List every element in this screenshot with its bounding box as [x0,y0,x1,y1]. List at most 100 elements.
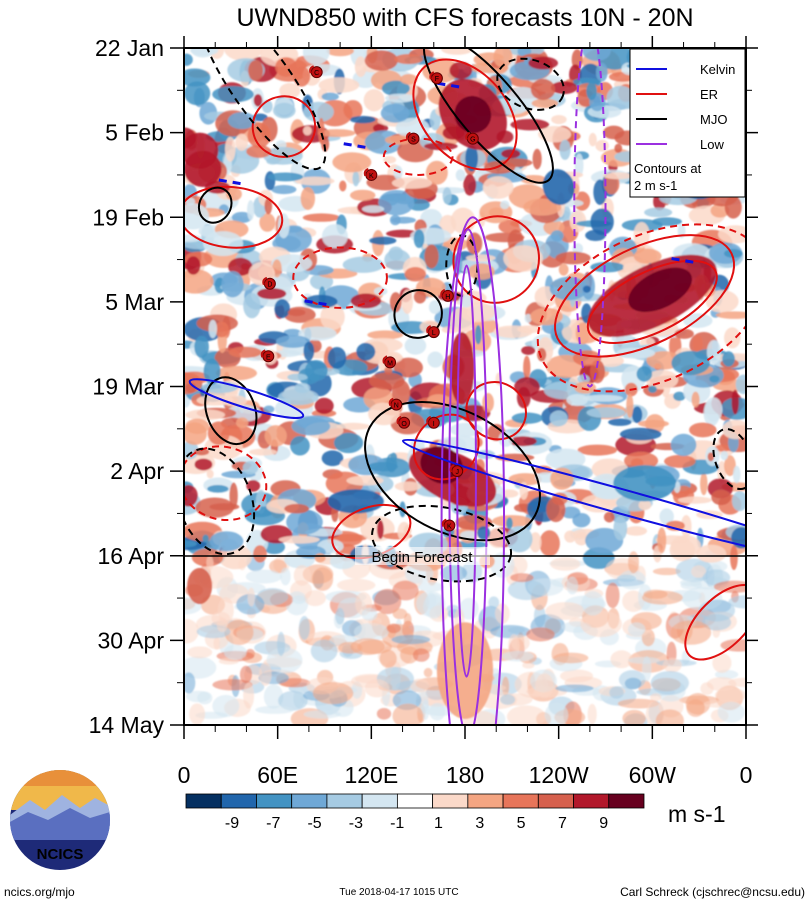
field-cell [636,366,653,382]
field-cell [526,627,555,642]
field-cell [501,676,510,696]
field-cell [649,693,662,702]
field-cell [388,246,404,261]
colorbar-swatch [502,793,539,809]
field-cell [235,417,249,429]
colorbar-swatch [220,793,257,809]
field-cell [616,347,656,359]
field-cell [706,677,737,692]
field-cell [349,189,376,201]
field-cell [564,530,577,543]
field-cell [555,684,594,693]
field-cell [287,308,306,317]
field-cell [704,397,723,422]
field-cell [239,665,253,684]
field-cell [264,197,273,215]
er-contour [586,259,718,344]
er-contour [251,95,317,158]
field-cell [184,366,210,374]
field-cell [303,710,341,719]
kelvin-contour [188,378,305,419]
field-cell [190,48,219,56]
field-cell [490,552,515,578]
er-contour [292,246,388,309]
field-cell [418,582,444,592]
field-cell [595,139,609,152]
field-cell [574,381,597,394]
field-cell [390,452,398,462]
field-cell [517,325,543,334]
field-cell [528,56,559,70]
x-tick-label: 180 [446,762,484,788]
y-tick-label: 5 Mar [105,289,164,315]
field-cell [465,254,496,262]
field-core [613,465,676,502]
x-axis: 0 60E 120E 180 120W 60W 0 [178,36,752,788]
field-cell [510,573,534,583]
field-cell [242,461,259,475]
field-cell [482,176,514,199]
field-cell [184,81,211,106]
x-tick-label: 60E [257,762,298,788]
field-cell [530,78,556,100]
legend-er-label: ER [700,87,718,102]
colorbar-swatch [256,793,293,809]
field-cell [320,303,345,331]
field-cell [253,545,267,563]
field-cell [384,135,413,145]
y-tick-label: 14 May [89,712,165,738]
field-cell [194,335,209,358]
field-cell [209,531,244,552]
field-cell [429,702,446,721]
field-cell [271,184,297,195]
field-cell [622,709,646,725]
storm-marker-letter: O [401,421,407,428]
colorbar-swatch [185,793,222,809]
field-cell [335,607,345,625]
field-cell [361,607,378,621]
field-cell [184,619,199,644]
colorbar-swatch [361,793,398,809]
field-cell [212,694,240,718]
field-cell [539,530,560,557]
field-cell [303,341,315,361]
field-cell [535,673,554,698]
field-cell [449,307,475,333]
field-cell [655,709,684,725]
storm-marker-letter: N [394,403,399,410]
low-contour [440,216,506,725]
field-cell [187,646,213,659]
storm-marker: C [309,65,323,79]
field-cell [275,57,298,77]
mjo-contour [184,447,256,556]
field-cell [603,511,615,523]
field-cell [449,61,473,80]
field-cell [298,615,310,640]
kelvin-dash [218,178,244,186]
field-cell [224,136,236,162]
field-cell [276,335,311,348]
field-cell [613,516,628,541]
field-cell [383,156,397,164]
mjo-contour [364,400,541,542]
field-cell [394,53,424,65]
field-cell [628,551,640,574]
field-cell [728,595,746,609]
field-cell [608,418,632,426]
field-cell [303,294,338,309]
field-cell [245,569,282,584]
field-cell [235,133,249,151]
field-cell [279,82,301,99]
field-cell [339,180,347,192]
field-cell [248,60,264,82]
field-cell [582,48,611,62]
field-cell [566,576,579,595]
y-tick-label: 19 Feb [92,204,164,230]
field-core [327,489,384,514]
wind-anomaly-field [184,48,746,725]
field-cell [624,677,642,690]
legend-note-line2: 2 m s-1 [634,178,677,193]
field-cell [659,508,674,525]
storm-marker-letter: H [445,294,450,301]
field-cell [501,149,521,159]
